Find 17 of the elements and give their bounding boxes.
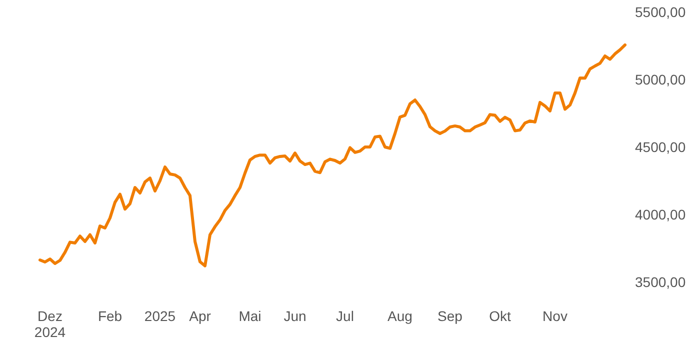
- y-tick-label: 5000,00: [635, 72, 686, 88]
- y-tick-label: 5500,00: [635, 4, 686, 20]
- x-tick-label: Dez 2024: [34, 308, 66, 340]
- x-tick-label: Mai: [238, 308, 262, 324]
- x-tick-label: Jul: [336, 308, 354, 324]
- x-tick-label: Okt: [489, 308, 511, 324]
- y-tick-label: 4500,00: [635, 139, 686, 155]
- line-series: [38, 43, 626, 268]
- y-tick-label: 4000,00: [635, 206, 686, 222]
- x-tick-label: Nov: [542, 308, 568, 324]
- y-tick-label: 3500,00: [635, 274, 686, 290]
- x-tick-label: Jun: [284, 308, 306, 324]
- x-tick-label: Sep: [438, 308, 463, 324]
- x-tick-label: Feb: [98, 308, 122, 324]
- x-tick-label: 2025: [144, 308, 176, 324]
- x-tick-label: Aug: [388, 308, 412, 324]
- x-tick-label: Apr: [189, 308, 212, 324]
